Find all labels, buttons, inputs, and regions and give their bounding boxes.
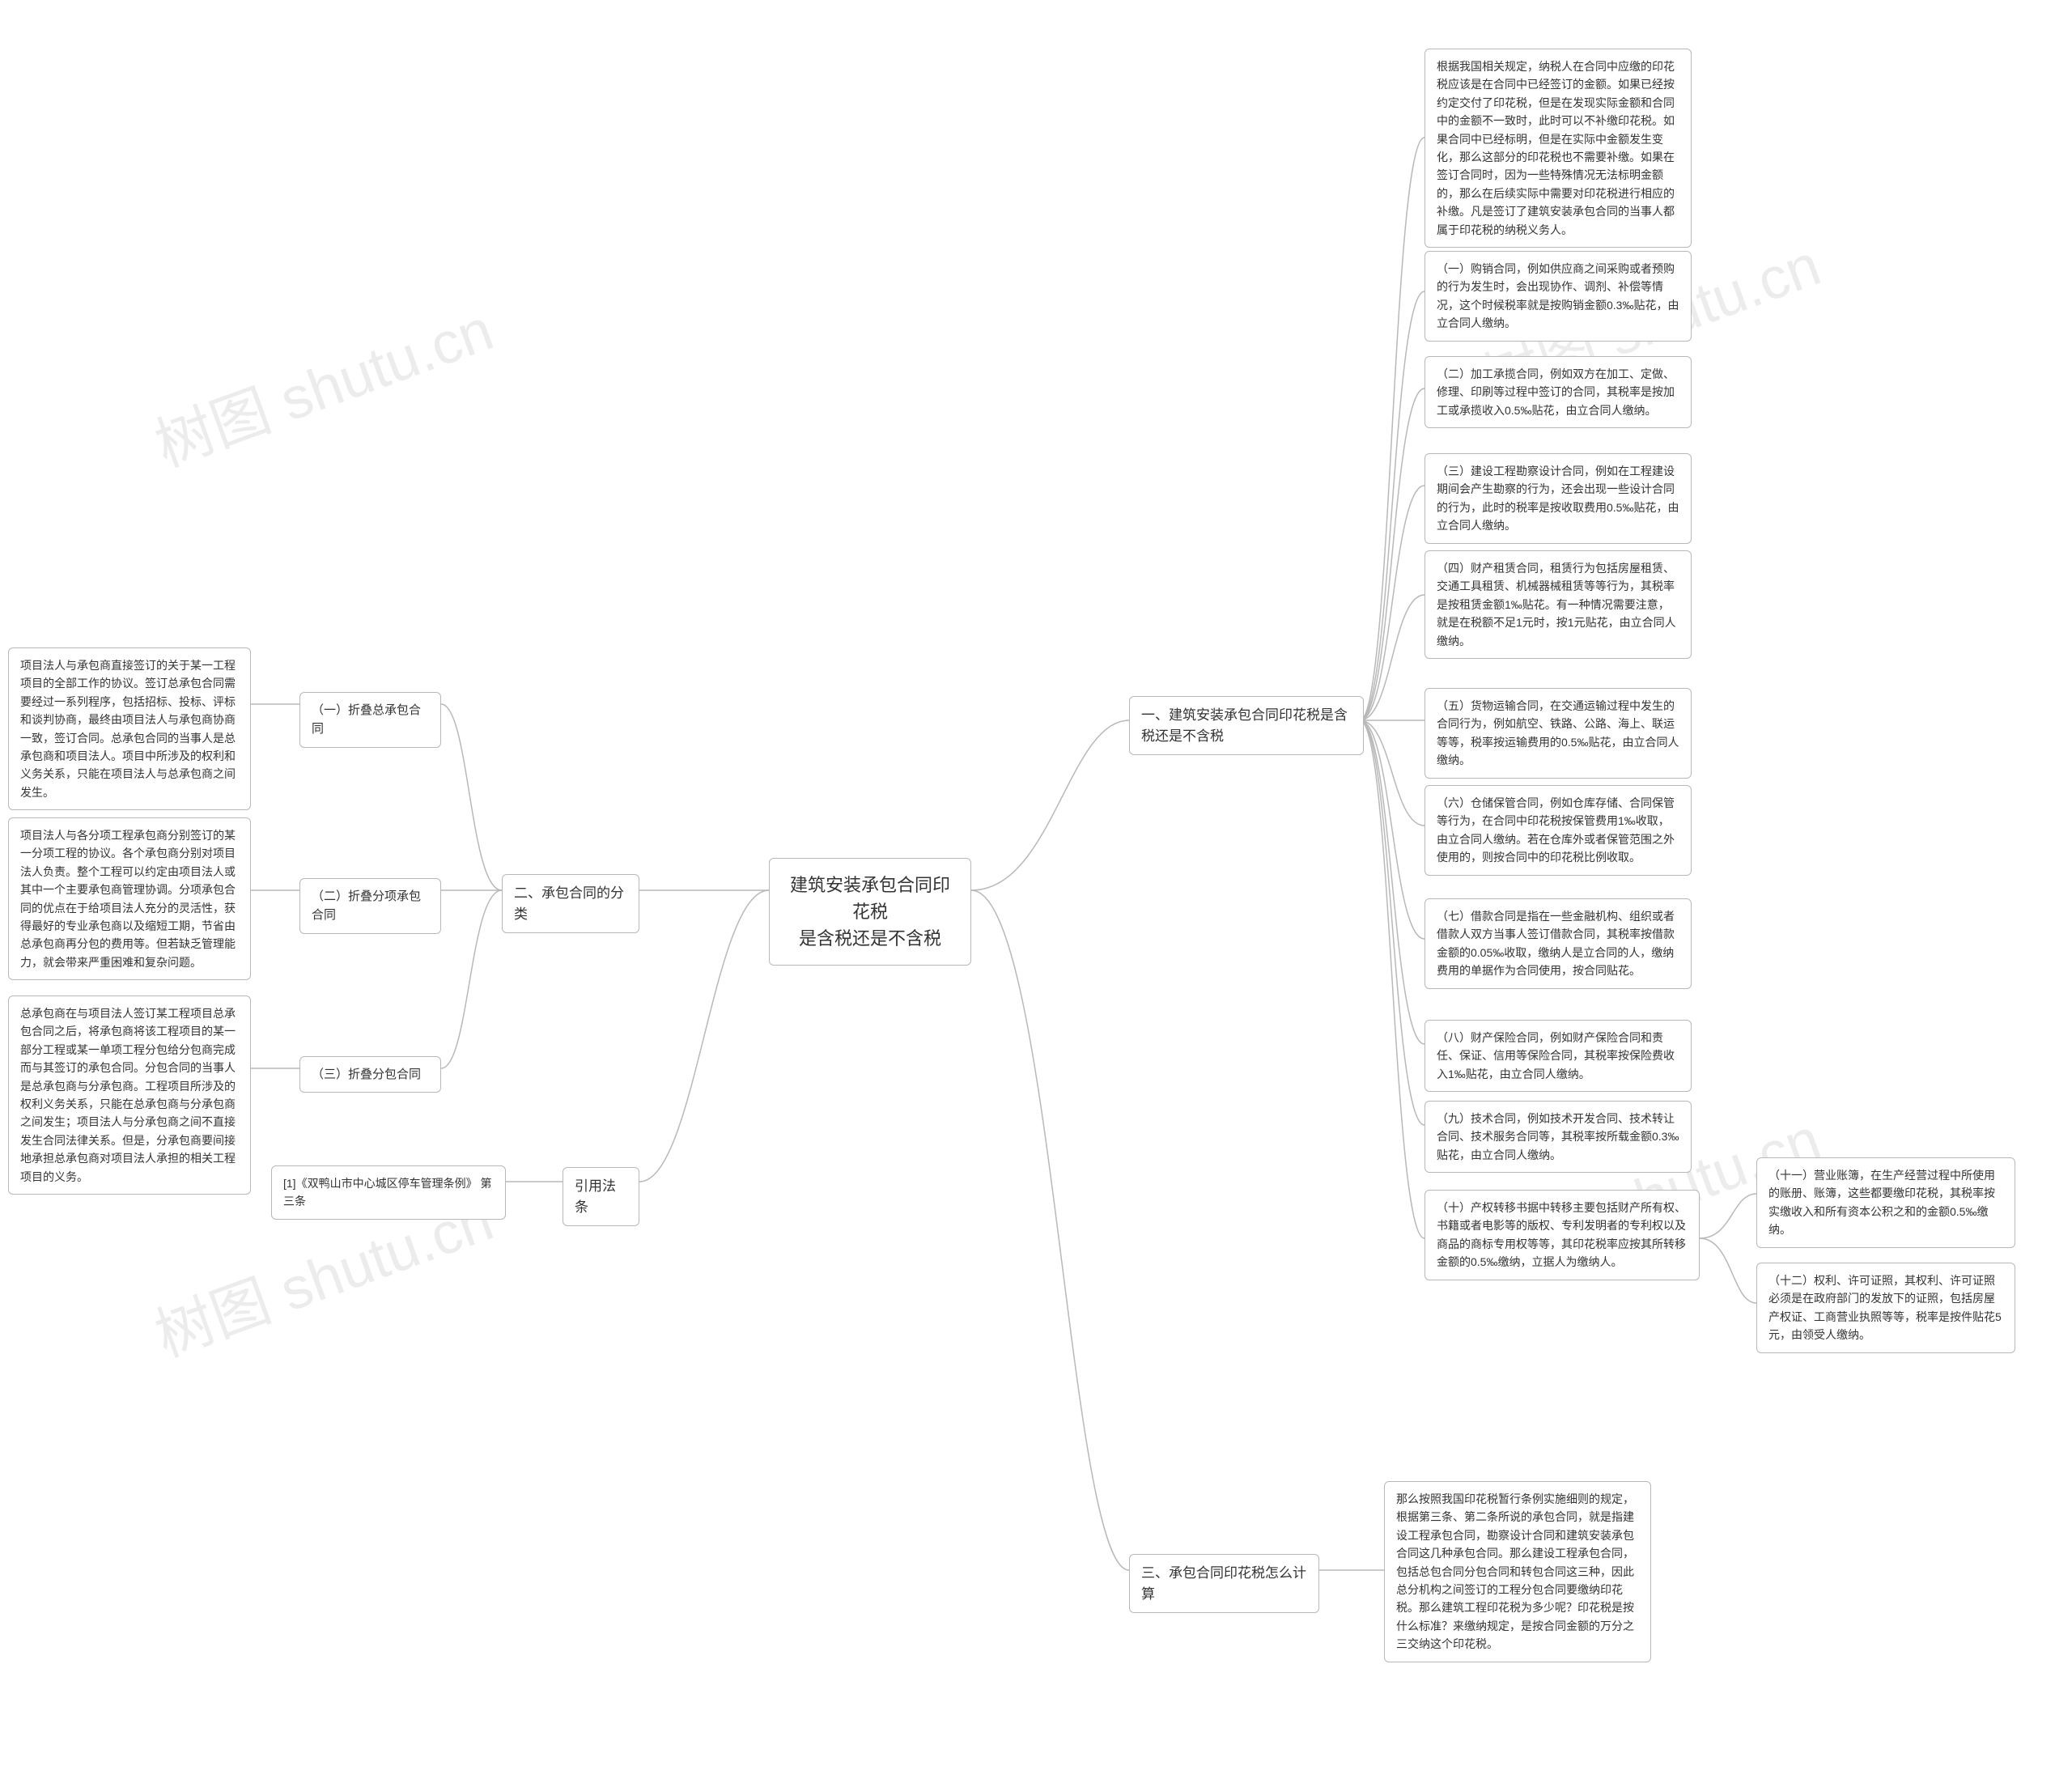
section2-item-3-leaf: 总承包商在与项目法人签订某工程项目总承包合同之后，将承包商将该工程项目的某一部分… xyxy=(8,996,251,1195)
section3-item: 那么按照我国印花税暂行条例实施细则的规定，根据第三条、第二条所说的承包合同，就是… xyxy=(1384,1481,1651,1662)
section1-item-7: （七）借款合同是指在一些金融机构、组织或者借款人双方当事人签订借款合同，其税率按… xyxy=(1424,898,1692,989)
citation-item: [1]《双鸭山市中心城区停车管理条例》 第三条 xyxy=(271,1165,506,1220)
section2-item-1-leaf: 项目法人与承包商直接签订的关于某一工程项目的全部工作的协议。签订总承包合同需要经… xyxy=(8,647,251,810)
section1-item-9: （九）技术合同，例如技术开发合同、技术转让合同、技术服务合同等，其税率按所载金额… xyxy=(1424,1101,1692,1173)
section2-item-2: （二）折叠分项承包合同 xyxy=(299,878,441,934)
section1-item-11: （十一）营业账簿，在生产经营过程中所使用的账册、账簿，这些都要缴印花税，其税率按… xyxy=(1756,1157,2015,1248)
branch-citations: 引用法条 xyxy=(563,1167,639,1226)
branch-section-3: 三、承包合同印花税怎么计算 xyxy=(1129,1554,1319,1613)
branch-section-1: 一、建筑安装承包合同印花税是含税还是不含税 xyxy=(1129,696,1364,755)
watermark: 树图 shutu.cn xyxy=(142,282,503,483)
section1-item-3: （三）建设工程勘察设计合同，例如在工程建设期间会产生勘察的行为，还会出现一些设计… xyxy=(1424,453,1692,544)
root-node: 建筑安装承包合同印花税是含税还是不含税 xyxy=(769,858,971,966)
section1-item-8: （八）财产保险合同，例如财产保险合同和责任、保证、信用等保险合同，其税率按保险费… xyxy=(1424,1020,1692,1092)
section1-item-2: （二）加工承揽合同，例如双方在加工、定做、修理、印刷等过程中签订的合同，其税率是… xyxy=(1424,356,1692,428)
section2-item-2-leaf: 项目法人与各分项工程承包商分别签订的某一分项工程的协议。各个承包商分别对项目法人… xyxy=(8,817,251,980)
section2-item-1: （一）折叠总承包合同 xyxy=(299,692,441,748)
section1-item-intro: 根据我国相关规定，纳税人在合同中应缴的印花税应该是在合同中已经签订的金额。如果已… xyxy=(1424,49,1692,248)
section1-item-4: （四）财产租赁合同，租赁行为包括房屋租赁、交通工具租赁、机械器械租赁等等行为，其… xyxy=(1424,550,1692,659)
section1-item-10: （十）产权转移书据中转移主要包括财产所有权、书籍或者电影等的版权、专利发明者的专… xyxy=(1424,1190,1700,1280)
branch-section-2: 二、承包合同的分类 xyxy=(502,874,639,933)
section1-item-5: （五）货物运输合同，在交通运输过程中发生的合同行为，例如航空、铁路、公路、海上、… xyxy=(1424,688,1692,779)
section1-item-12: （十二）权利、许可证照，其权利、许可证照必须是在政府部门的发放下的证照，包括房屋… xyxy=(1756,1263,2015,1353)
section1-item-1: （一）购销合同，例如供应商之间采购或者预购的行为发生时，会出现协作、调剂、补偿等… xyxy=(1424,251,1692,342)
section1-item-6: （六）仓储保管合同，例如仓库存储、合同保管等行为，在合同中印花税按保管费用1‰收… xyxy=(1424,785,1692,876)
section2-item-3: （三）折叠分包合同 xyxy=(299,1056,441,1093)
